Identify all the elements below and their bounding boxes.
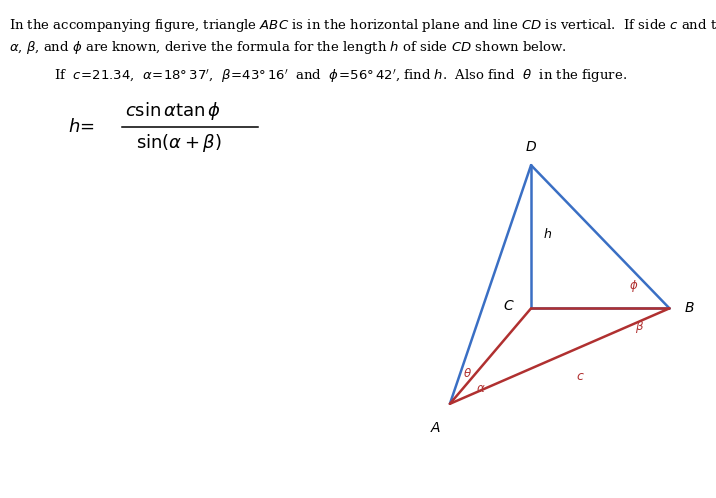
Text: $B$: $B$ bbox=[684, 301, 695, 315]
Text: $\alpha$: $\alpha$ bbox=[476, 382, 485, 395]
Text: If  $c\!=\!21.34$,  $\alpha\!=\!18°\,37'$,  $\beta\!=\!43°\,16'$  and  $\phi\!=\: If $c\!=\!21.34$, $\alpha\!=\!18°\,37'$,… bbox=[54, 67, 627, 85]
Text: $\theta$: $\theta$ bbox=[463, 367, 472, 380]
Text: $C$: $C$ bbox=[503, 299, 514, 313]
Text: $D$: $D$ bbox=[525, 140, 537, 154]
Text: $\alpha$, $\beta$, and $\phi$ are known, derive the formula for the length $h$ o: $\alpha$, $\beta$, and $\phi$ are known,… bbox=[9, 39, 567, 56]
Text: $h\!=\!$: $h\!=\!$ bbox=[68, 118, 95, 136]
Text: $\phi$: $\phi$ bbox=[629, 278, 638, 294]
Text: $h$: $h$ bbox=[543, 228, 552, 242]
Text: $c\sin\alpha\tan\phi$: $c\sin\alpha\tan\phi$ bbox=[125, 100, 221, 122]
Text: $A$: $A$ bbox=[430, 420, 441, 435]
Text: $\beta$: $\beta$ bbox=[635, 319, 644, 335]
Text: $\sin(\alpha+\beta)$: $\sin(\alpha+\beta)$ bbox=[136, 132, 222, 154]
Text: $c$: $c$ bbox=[576, 371, 585, 383]
Text: In the accompanying figure, triangle $ABC$ is in the horizontal plane and line $: In the accompanying figure, triangle $AB… bbox=[9, 17, 716, 34]
